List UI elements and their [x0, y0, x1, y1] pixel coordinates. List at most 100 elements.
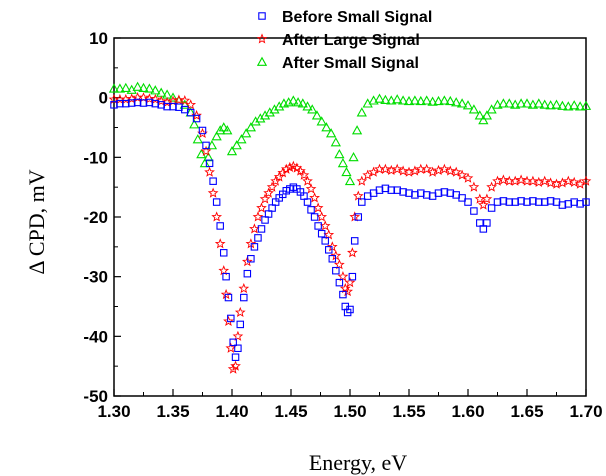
data-point	[582, 198, 590, 206]
data-point	[312, 202, 324, 213]
data-point	[214, 238, 226, 249]
data-point	[211, 131, 222, 141]
data-point	[302, 101, 313, 111]
data-point	[328, 255, 337, 263]
x-tick-label: 1.40	[215, 402, 248, 421]
data-point	[351, 125, 363, 135]
data-point	[348, 272, 357, 281]
data-point	[218, 265, 230, 276]
data-point	[295, 165, 306, 176]
x-tick-label: 1.60	[451, 402, 484, 421]
data-point	[321, 122, 332, 132]
data-point	[374, 93, 385, 103]
data-point	[574, 101, 586, 111]
data-point	[264, 107, 275, 117]
data-point	[481, 110, 493, 120]
data-point	[468, 181, 480, 192]
data-point	[266, 181, 278, 192]
data-point	[192, 134, 203, 144]
data-point	[486, 104, 497, 114]
data-point	[311, 110, 323, 120]
data-point	[433, 95, 444, 106]
legend-marker-triangle	[256, 56, 268, 66]
data-point	[310, 213, 319, 221]
data-point	[307, 206, 315, 214]
data-point	[219, 249, 228, 257]
data-point	[427, 96, 438, 106]
data-point	[562, 175, 574, 186]
data-point	[204, 166, 215, 177]
data-point	[236, 134, 247, 144]
data-point	[302, 175, 313, 186]
data-point	[108, 83, 120, 93]
data-point	[223, 315, 234, 326]
data-point	[456, 98, 468, 108]
legend: Before Small Signal After Large Signal Aft…	[256, 9, 432, 72]
data-point	[280, 163, 292, 174]
data-point	[347, 247, 358, 258]
data-point	[337, 271, 349, 282]
data-point	[144, 93, 155, 104]
data-point	[316, 116, 327, 126]
data-point	[403, 95, 415, 106]
data-point	[348, 152, 359, 162]
series-star	[108, 92, 592, 374]
data-point	[344, 175, 356, 186]
data-point	[186, 108, 195, 117]
data-point	[510, 99, 521, 109]
data-point	[288, 95, 299, 105]
data-point	[456, 169, 468, 180]
data-point	[380, 94, 391, 104]
data-point	[474, 110, 485, 120]
data-point	[462, 172, 474, 183]
data-point	[521, 98, 533, 108]
data-point	[332, 266, 340, 275]
data-point	[317, 229, 326, 238]
data-point	[358, 198, 366, 206]
data-point	[229, 338, 237, 347]
data-point	[269, 104, 280, 114]
data-point	[498, 174, 509, 185]
data-point	[263, 187, 274, 198]
axes	[113, 37, 587, 397]
data-point	[334, 259, 345, 270]
y-axis-title: Δ CPD, mV	[24, 169, 49, 274]
x-axis-title: Energy, eV	[309, 450, 407, 475]
data-point	[259, 110, 271, 120]
data-point	[114, 83, 126, 93]
data-point	[238, 282, 250, 294]
x-tick-label: 1.55	[392, 402, 425, 421]
data-point	[568, 176, 580, 187]
data-point	[245, 122, 257, 132]
y-tick-label: -50	[83, 387, 108, 406]
data-point	[468, 104, 480, 114]
data-point	[249, 223, 260, 234]
data-point	[462, 100, 474, 110]
data-point	[309, 192, 320, 203]
data-point	[232, 330, 244, 341]
data-point	[259, 193, 271, 204]
data-point	[206, 140, 218, 150]
data-point	[539, 175, 551, 186]
data-point	[492, 99, 503, 109]
data-point	[444, 165, 456, 176]
plot-area	[108, 81, 592, 374]
data-point	[481, 193, 493, 204]
data-point	[215, 125, 226, 135]
data-point	[144, 83, 155, 93]
data-point	[241, 128, 252, 138]
data-point	[421, 163, 433, 174]
data-point	[533, 98, 544, 108]
data-point	[350, 237, 359, 245]
data-point	[234, 306, 246, 318]
data-point	[273, 171, 285, 182]
data-point	[392, 94, 403, 104]
data-point	[240, 293, 248, 302]
data-point	[179, 95, 191, 106]
data-point	[545, 177, 556, 188]
y-tick-label: -30	[83, 268, 108, 287]
data-point	[199, 157, 210, 168]
data-point	[192, 114, 201, 123]
data-point	[241, 256, 253, 267]
data-point	[352, 190, 364, 201]
